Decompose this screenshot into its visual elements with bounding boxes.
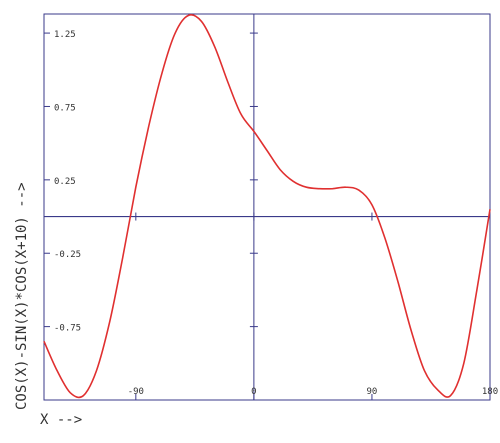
y-axis-ticks: -0.75 -0.25 0.25 0.75 1.25 <box>44 30 258 334</box>
axes <box>44 14 490 400</box>
y-axis-label: COS(X)-SIN(X)*COS(X+10) --> <box>14 182 30 410</box>
series-line <box>43 14 491 399</box>
y-tick-label: 0.75 <box>54 103 76 113</box>
plot-frame <box>43 13 491 401</box>
x-tick-label: 180 <box>482 387 498 397</box>
y-tick-label: -0.75 <box>54 324 81 334</box>
y-tick-label: -0.25 <box>54 250 81 260</box>
x-tick-label: -90 <box>128 387 144 397</box>
x-axis-ticks: -90 0 90 180 <box>128 212 498 400</box>
x-tick-label: 90 <box>367 387 378 397</box>
x-tick-label: 0 <box>251 387 256 397</box>
y-tick-label: 1.25 <box>54 30 76 40</box>
series-layer <box>43 14 491 399</box>
y-tick-label: 0.25 <box>54 177 76 187</box>
plot-border <box>43 13 491 401</box>
x-axis-label: X --> <box>40 412 82 428</box>
